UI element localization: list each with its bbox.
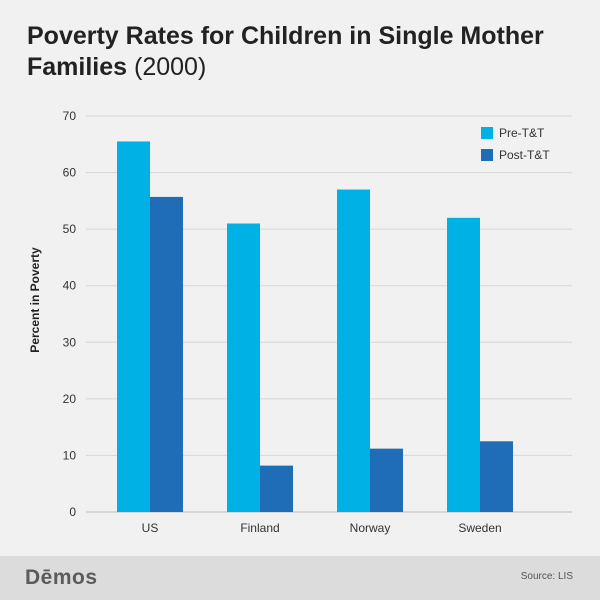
source-note: Source: LIS xyxy=(520,571,573,582)
x-tick-label: US xyxy=(142,521,159,535)
legend-label: Post-T&T xyxy=(499,148,550,162)
footer: Dēmos Source: LIS xyxy=(0,556,600,600)
y-tick-label: 20 xyxy=(63,392,77,406)
bar-finland-post xyxy=(260,465,293,512)
bar-finland-pre xyxy=(227,223,260,512)
x-tick-label: Sweden xyxy=(458,521,501,535)
bar-norway-pre xyxy=(337,189,370,513)
y-tick-label: 40 xyxy=(63,279,77,293)
y-tick-label: 60 xyxy=(63,166,77,180)
demos-logo: Dēmos xyxy=(25,566,98,589)
bar-sweden-post xyxy=(480,441,513,512)
y-tick-label: 70 xyxy=(63,109,77,123)
bars xyxy=(117,141,513,513)
y-tick-label: 50 xyxy=(63,222,77,236)
bar-norway-post xyxy=(370,448,403,512)
x-axis: US Finland Norway Sweden xyxy=(142,521,502,535)
bar-chart: 0 10 20 30 40 50 60 70 US Finland Norway Sweden Pe… xyxy=(28,109,572,535)
legend-label: Pre-T&T xyxy=(499,126,545,140)
y-tick-label: 0 xyxy=(69,505,76,519)
bar-us-post xyxy=(150,196,183,512)
y-tick-label: 30 xyxy=(63,335,77,349)
legend-swatch xyxy=(481,149,493,161)
y-axis: 0 10 20 30 40 50 60 70 xyxy=(63,109,77,519)
chart-title-main: Poverty Rates for Children in Single Mot… xyxy=(27,22,544,81)
bar-us-pre xyxy=(117,141,150,512)
bar-sweden-pre xyxy=(447,217,480,513)
y-axis-title: Percent in Poverty xyxy=(28,247,42,353)
x-tick-label: Norway xyxy=(350,521,391,535)
chart-title: Poverty Rates for Children in Single Mot… xyxy=(27,21,577,83)
chart-title-year: (2000) xyxy=(134,53,207,81)
y-tick-label: 10 xyxy=(63,448,77,462)
legend-swatch xyxy=(481,127,493,139)
legend: Pre-T&T Post-T&T xyxy=(481,126,550,162)
x-tick-label: Finland xyxy=(240,521,279,535)
